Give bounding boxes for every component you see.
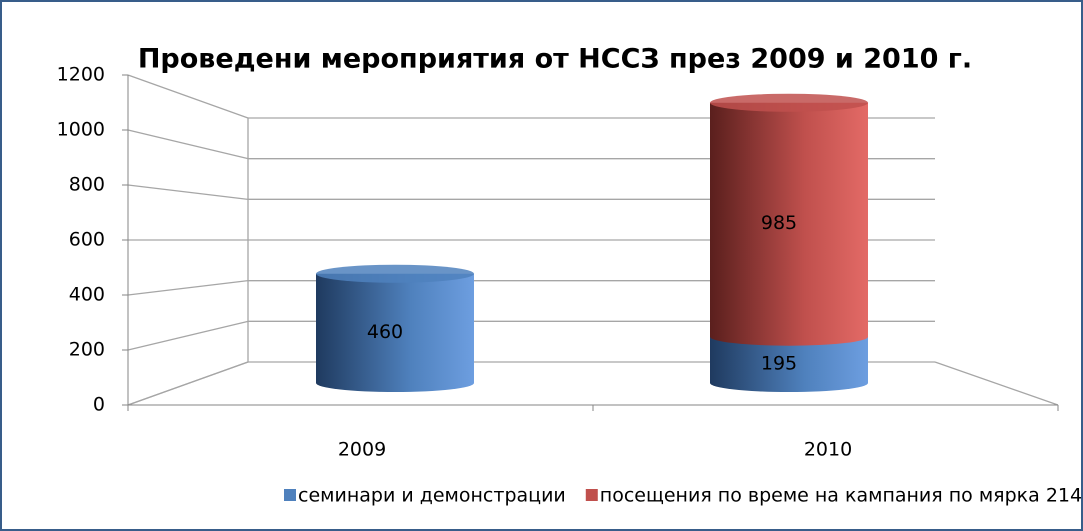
y-tick-label: 0: [93, 394, 105, 416]
legend-swatch: [585, 489, 598, 501]
legend-label: семинари и демонстрации: [298, 485, 566, 507]
x-tick-label: 2010: [804, 439, 852, 461]
y-tick-label: 1000: [57, 119, 105, 141]
y-tick-label: 400: [69, 284, 105, 306]
x-tick-label: 2009: [338, 439, 386, 461]
cylinder-body: [710, 102, 868, 337]
grid-line: [127, 129, 249, 160]
grid-line: [127, 280, 249, 296]
cylinder-top: [710, 93, 868, 112]
legend-swatch: [284, 489, 296, 501]
grid-line: [127, 320, 249, 351]
data-label: 985: [761, 212, 797, 234]
legend-label: посещения по време на кампания по мярка …: [600, 485, 1082, 507]
y-tick-label: 800: [69, 174, 105, 196]
y-tick-label: 200: [69, 339, 105, 361]
chart-title: Проведени мероприятия от НССЗ през 2009 …: [138, 44, 972, 75]
grid-line: [127, 361, 249, 406]
data-label: 460: [367, 321, 403, 343]
floor-edge: [934, 361, 1059, 406]
cylinder-body: [316, 273, 474, 383]
cylinder-segment: [710, 102, 868, 346]
y-tick-label: 600: [69, 229, 105, 251]
grid-line: [127, 184, 249, 200]
y-tick-label: 1200: [57, 64, 105, 86]
grid-line: [127, 74, 249, 119]
data-label: 195: [761, 352, 797, 374]
cylinder-top: [316, 264, 474, 283]
cylinder-segment: [316, 273, 474, 392]
